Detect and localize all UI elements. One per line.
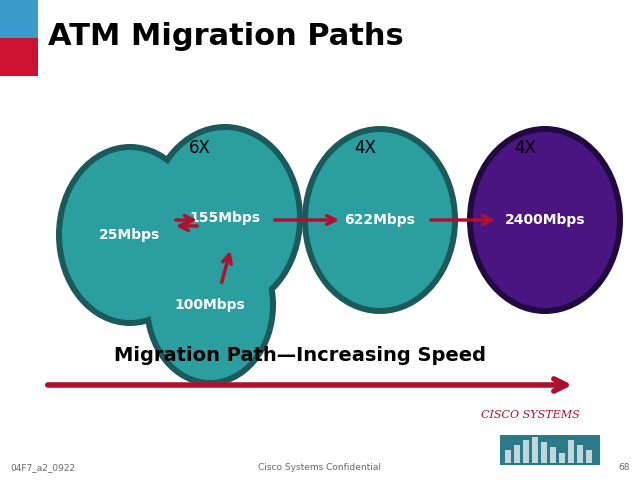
Ellipse shape	[56, 144, 204, 326]
Bar	[577, 445, 583, 463]
Ellipse shape	[147, 124, 303, 312]
Bar	[550, 447, 556, 463]
Bar	[532, 437, 538, 463]
Text: 622Mbps: 622Mbps	[344, 213, 415, 227]
Bar	[586, 450, 592, 463]
Text: 4X: 4X	[514, 139, 536, 157]
Text: 100Mbps: 100Mbps	[175, 298, 245, 312]
Ellipse shape	[144, 224, 276, 386]
Bar	[0, 38, 38, 76]
Bar	[568, 440, 574, 463]
Ellipse shape	[467, 126, 623, 314]
Ellipse shape	[62, 150, 198, 320]
Text: CISCO SYSTEMS: CISCO SYSTEMS	[481, 410, 579, 420]
Text: 2400Mbps: 2400Mbps	[505, 213, 585, 227]
Text: Migration Path—Increasing Speed: Migration Path—Increasing Speed	[114, 346, 486, 365]
Text: 25Mbps: 25Mbps	[99, 228, 161, 242]
Text: 68: 68	[618, 463, 630, 472]
Text: 155Mbps: 155Mbps	[189, 211, 260, 225]
Text: Cisco Systems Confidential: Cisco Systems Confidential	[259, 463, 381, 472]
Text: 4X: 4X	[354, 139, 376, 157]
Text: 6X: 6X	[189, 139, 211, 157]
Bar	[559, 453, 565, 463]
Ellipse shape	[308, 132, 452, 308]
Text: ATM Migration Paths: ATM Migration Paths	[48, 22, 404, 51]
Bar	[0, 0, 38, 38]
Text: 04F7_a2_0922: 04F7_a2_0922	[10, 463, 75, 472]
Bar	[541, 442, 547, 463]
Ellipse shape	[473, 132, 617, 308]
Bar	[523, 440, 529, 463]
Bar	[505, 450, 511, 463]
Ellipse shape	[150, 230, 270, 380]
Ellipse shape	[302, 126, 458, 314]
Ellipse shape	[153, 130, 297, 306]
Bar	[514, 445, 520, 463]
Bar	[500, 435, 600, 465]
